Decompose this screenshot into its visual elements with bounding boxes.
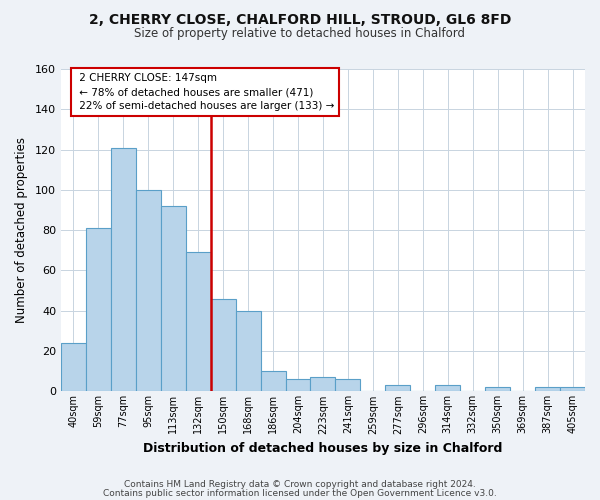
Bar xyxy=(161,206,186,392)
Bar xyxy=(86,228,111,392)
Bar xyxy=(136,190,161,392)
Bar xyxy=(236,311,260,392)
Bar xyxy=(111,148,136,392)
Text: Contains HM Land Registry data © Crown copyright and database right 2024.: Contains HM Land Registry data © Crown c… xyxy=(124,480,476,489)
Bar xyxy=(61,343,86,392)
Bar xyxy=(260,371,286,392)
Text: 2 CHERRY CLOSE: 147sqm
 ← 78% of detached houses are smaller (471)
 22% of semi-: 2 CHERRY CLOSE: 147sqm ← 78% of detached… xyxy=(76,73,334,111)
Bar xyxy=(186,252,211,392)
Bar xyxy=(335,380,361,392)
Bar xyxy=(535,388,560,392)
Y-axis label: Number of detached properties: Number of detached properties xyxy=(15,137,28,323)
Bar xyxy=(385,386,410,392)
Bar xyxy=(310,378,335,392)
Text: 2, CHERRY CLOSE, CHALFORD HILL, STROUD, GL6 8FD: 2, CHERRY CLOSE, CHALFORD HILL, STROUD, … xyxy=(89,12,511,26)
Bar xyxy=(211,298,236,392)
Bar xyxy=(560,388,585,392)
Text: Size of property relative to detached houses in Chalford: Size of property relative to detached ho… xyxy=(134,28,466,40)
X-axis label: Distribution of detached houses by size in Chalford: Distribution of detached houses by size … xyxy=(143,442,503,455)
Bar xyxy=(286,380,310,392)
Text: Contains public sector information licensed under the Open Government Licence v3: Contains public sector information licen… xyxy=(103,489,497,498)
Bar xyxy=(435,386,460,392)
Bar xyxy=(485,388,510,392)
